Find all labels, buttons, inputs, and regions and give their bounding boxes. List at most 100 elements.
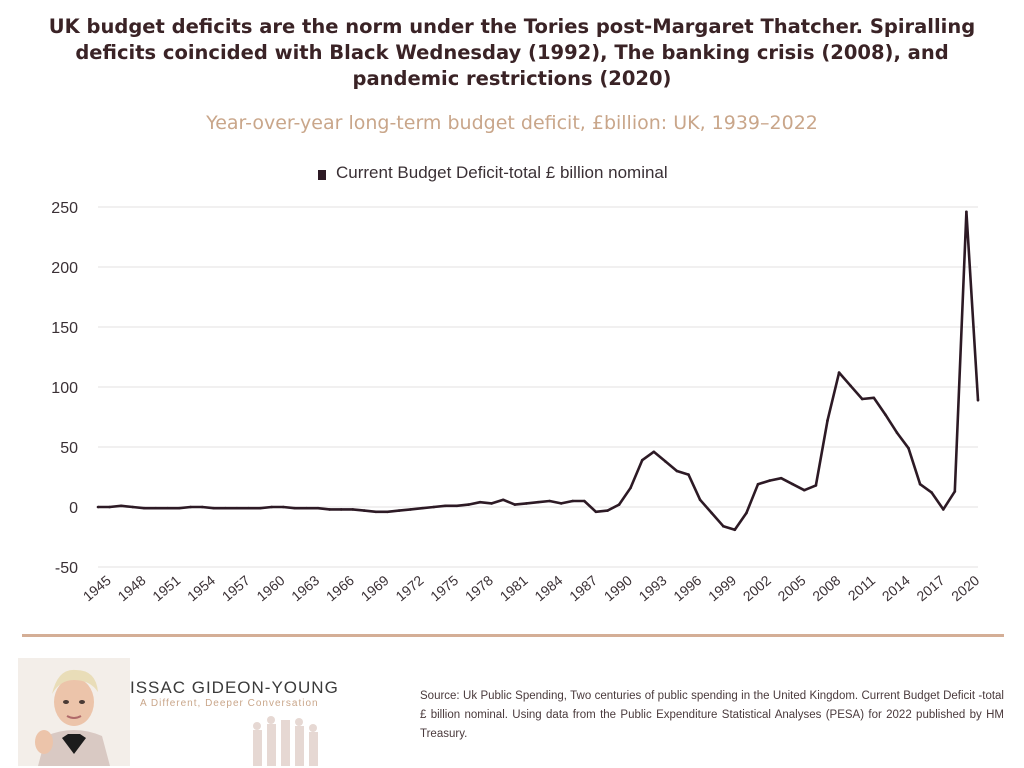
data-point <box>247 506 250 510</box>
data-point <box>837 371 841 374</box>
data-point <box>224 506 227 510</box>
data-point <box>397 509 401 512</box>
x-tick-label: 1975 <box>427 572 461 604</box>
data-point <box>131 505 135 509</box>
data-point <box>328 508 331 511</box>
data-point <box>629 486 632 490</box>
x-tick-label: 2020 <box>948 572 982 604</box>
data-point <box>768 479 771 482</box>
data-point <box>189 505 192 509</box>
data-point <box>513 503 517 506</box>
data-point <box>918 482 922 486</box>
series-line <box>98 210 980 532</box>
x-tick-label: 1969 <box>358 572 392 604</box>
data-point <box>583 499 586 503</box>
data-point <box>108 505 111 509</box>
x-tick-label: 1945 <box>80 572 114 604</box>
data-point <box>478 500 482 504</box>
data-point <box>409 508 412 511</box>
data-point <box>305 506 308 510</box>
data-point <box>96 505 100 509</box>
data-point <box>803 488 806 492</box>
data-point <box>258 506 262 510</box>
line-chart: Current Budget Deficit-total £ billion n… <box>51 163 982 604</box>
data-point <box>617 503 621 506</box>
data-point <box>721 524 725 528</box>
data-point <box>166 506 169 510</box>
data-point <box>976 398 980 402</box>
data-point <box>536 500 540 504</box>
x-tick-label: 2002 <box>740 572 774 604</box>
data-point <box>212 506 216 510</box>
data-point <box>849 384 852 388</box>
data-point <box>756 482 760 486</box>
x-tick-label: 2014 <box>879 572 913 604</box>
source-note: Source: Uk Public Spending, Two centurie… <box>420 690 1004 740</box>
data-point <box>386 510 389 514</box>
x-tick-label: 1990 <box>601 572 635 604</box>
y-tick-label: 150 <box>51 320 78 337</box>
data-point <box>363 509 366 512</box>
x-tick-label: 1963 <box>288 572 322 604</box>
data-point <box>779 476 783 480</box>
data-point <box>177 506 181 510</box>
data-point <box>571 499 575 503</box>
data-point <box>490 502 493 505</box>
data-point <box>652 450 656 454</box>
x-tick-label: 2008 <box>809 572 843 604</box>
y-tick-label: 0 <box>69 500 78 517</box>
author-avatar <box>18 658 130 766</box>
data-point <box>432 505 436 509</box>
data-point <box>872 396 876 400</box>
y-tick-label: 50 <box>60 440 78 457</box>
x-tick-label: 1957 <box>219 572 253 604</box>
data-point <box>200 505 204 509</box>
data-point <box>455 504 459 508</box>
x-tick-label: 1966 <box>323 572 357 604</box>
data-point <box>907 446 910 450</box>
data-point <box>154 506 158 510</box>
x-tick-label: 1999 <box>705 572 739 604</box>
data-point <box>941 508 945 511</box>
x-tick-label: 1993 <box>636 572 670 604</box>
data-point <box>467 503 470 506</box>
data-point <box>675 469 679 473</box>
data-point <box>860 397 864 401</box>
x-tick-label: 1972 <box>392 572 426 604</box>
legend-swatch <box>318 170 326 180</box>
data-point <box>444 504 447 508</box>
data-point <box>270 505 273 509</box>
data-point <box>235 506 239 510</box>
data-point <box>351 508 355 511</box>
data-point <box>953 490 957 493</box>
data-point <box>698 498 702 502</box>
data-point <box>965 210 968 214</box>
x-tick-label: 1996 <box>670 572 704 604</box>
data-point <box>281 505 285 509</box>
data-point <box>640 458 644 462</box>
x-tick-label: 1981 <box>497 572 531 604</box>
data-point <box>420 506 424 510</box>
gridlines <box>98 206 978 568</box>
x-tick-label: 1978 <box>462 572 496 604</box>
x-tick-label: 1987 <box>566 572 600 604</box>
chart-subtitle: Year-over-year long-term budget deficit,… <box>206 112 818 134</box>
x-tick-label: 1951 <box>149 572 183 604</box>
data-point <box>374 510 378 514</box>
y-tick-label: 250 <box>51 200 78 217</box>
data-point <box>710 511 713 515</box>
chart-legend: Current Budget Deficit-total £ billion n… <box>318 163 668 182</box>
data-point <box>548 499 551 503</box>
brand-logo-icon <box>253 716 318 766</box>
y-tick-label: 100 <box>51 380 78 397</box>
data-point <box>745 511 748 515</box>
x-tick-label: 2005 <box>775 572 809 604</box>
x-tick-label: 1960 <box>253 572 287 604</box>
data-point <box>525 502 528 505</box>
data-point <box>143 506 146 510</box>
data-point <box>559 502 563 505</box>
data-point <box>884 413 887 416</box>
data-point <box>339 508 343 511</box>
x-tick-label: 1954 <box>184 572 218 604</box>
data-point <box>733 528 737 532</box>
